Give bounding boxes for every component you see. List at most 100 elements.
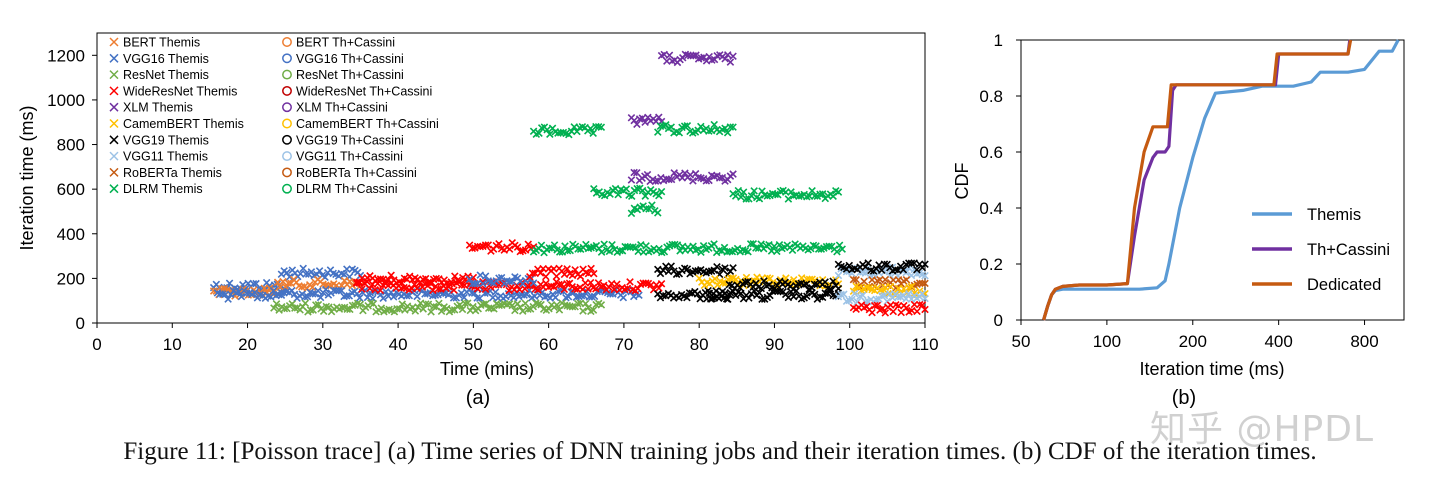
x-tick-label: 40 <box>389 335 408 354</box>
y-tick-label: 1200 <box>47 46 85 65</box>
data-point <box>719 279 727 287</box>
data-point <box>721 54 729 63</box>
data-point <box>689 242 697 251</box>
data-point <box>315 267 324 275</box>
data-point <box>458 305 467 314</box>
data-point <box>627 176 636 184</box>
data-point <box>511 306 519 315</box>
panel-b-legend: Themis Th+Cassini Dedicated <box>1252 206 1390 294</box>
panel-a-ylabel: Iteration time (ms) <box>17 105 37 250</box>
data-segment <box>627 113 666 129</box>
data-point <box>787 188 795 196</box>
data-point <box>508 277 517 286</box>
data-point <box>721 264 729 272</box>
data-point <box>437 307 446 315</box>
legend-label: BERT Th+Cassini <box>296 36 395 50</box>
panel-b-xlabel: Iteration time (ms) <box>1139 359 1284 379</box>
data-point <box>655 191 663 200</box>
data-point <box>715 174 724 182</box>
data-point <box>582 240 590 249</box>
data-point <box>737 289 745 298</box>
data-point <box>379 294 387 303</box>
data-segment <box>529 122 606 139</box>
panel-a-axes: 0 10 20 30 40 50 60 70 80 90 100 110 0 200 400 600 800 10… <box>47 46 938 354</box>
data-point <box>301 299 310 308</box>
data-point <box>907 259 916 268</box>
data-point <box>542 279 550 288</box>
data-point <box>861 269 870 277</box>
panel-a-data <box>209 50 929 317</box>
data-point <box>422 300 430 308</box>
data-point <box>881 275 890 284</box>
data-point <box>734 186 743 195</box>
data-point <box>460 293 468 302</box>
data-point <box>834 188 843 196</box>
data-point <box>880 291 889 300</box>
panel-a-timeseries: 0 10 20 30 40 50 60 70 80 90 100 110 0 200 400 600 800 10… <box>17 32 939 409</box>
data-point <box>721 124 729 132</box>
data-point <box>546 130 554 138</box>
data-point <box>710 240 718 248</box>
data-point <box>849 275 858 284</box>
data-point <box>545 305 553 313</box>
x-tick-label: 90 <box>765 335 784 354</box>
y-tick-label: 0 <box>994 311 1003 330</box>
legend-marker-o <box>282 85 292 96</box>
data-point <box>859 291 867 300</box>
legend-label: ResNet Th+Cassini <box>296 68 404 82</box>
data-point <box>675 128 684 137</box>
data-point <box>902 275 911 284</box>
data-point <box>921 260 929 269</box>
data-point <box>592 285 600 293</box>
data-point <box>573 299 582 308</box>
data-point <box>542 272 550 281</box>
data-point <box>297 283 306 291</box>
data-point <box>623 284 632 293</box>
data-point <box>429 302 438 311</box>
data-point <box>921 294 929 303</box>
data-point <box>878 304 887 313</box>
data-point <box>250 288 259 297</box>
data-point <box>739 188 748 196</box>
legend-label: ResNet Themis <box>123 68 209 82</box>
data-point <box>656 122 665 131</box>
data-point <box>484 241 493 249</box>
data-point <box>657 279 666 288</box>
data-point <box>291 304 299 312</box>
data-point <box>667 175 676 184</box>
data-point <box>877 266 886 274</box>
data-point <box>726 123 735 131</box>
legend-entry: CamemBERT Themis <box>109 117 244 131</box>
legend-marker-o <box>282 167 292 178</box>
legend-marker-o <box>282 151 292 162</box>
data-point <box>234 288 243 296</box>
data-point <box>710 120 719 129</box>
legend-label: RoBERTa Themis <box>123 166 222 180</box>
data-point <box>848 295 856 304</box>
data-point <box>670 169 678 177</box>
data-point <box>545 244 554 252</box>
data-point <box>536 269 545 277</box>
data-point <box>209 287 218 295</box>
y-tick-label: 200 <box>57 269 85 288</box>
legend-marker-x <box>109 37 119 47</box>
legend-entry: ResNet Themis <box>109 68 209 82</box>
legend-marker-x <box>109 151 119 161</box>
data-point <box>424 300 433 309</box>
data-point <box>689 177 697 185</box>
data-point <box>850 289 859 298</box>
legend-marker-o <box>282 53 292 64</box>
legend-entry: WideResNet Th+Cassini <box>282 84 432 98</box>
data-point <box>742 195 750 203</box>
data-point <box>654 209 662 217</box>
data-point <box>726 58 735 66</box>
data-point <box>597 248 606 256</box>
x-tick-label: 20 <box>238 335 257 354</box>
data-point <box>314 300 323 309</box>
data-segment <box>465 238 538 256</box>
panel-b-cdf: 50 100 200 400 800 0 0.2 0.4 0.6 0.8 1 Themis Th+Ca… <box>952 31 1405 409</box>
data-point <box>308 290 317 298</box>
legend-label: Dedicated <box>1307 276 1381 294</box>
data-point <box>508 301 517 310</box>
data-point <box>655 113 663 122</box>
